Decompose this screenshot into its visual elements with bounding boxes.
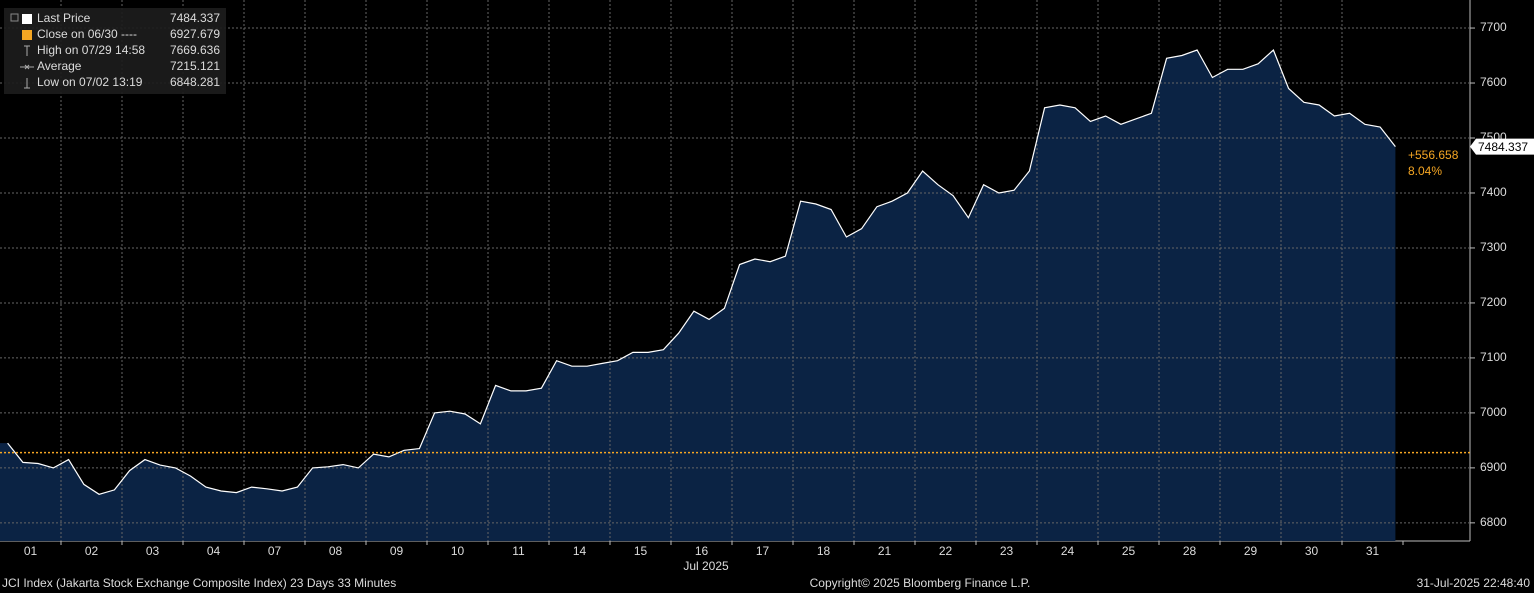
- x-tick-label: 29: [1244, 544, 1258, 558]
- y-tick-label: 7400: [1480, 185, 1507, 199]
- legend-value: 7484.337: [170, 11, 220, 25]
- x-month-label: Jul 2025: [683, 559, 729, 573]
- x-tick-label: 23: [1000, 544, 1014, 558]
- x-tick-label: 22: [939, 544, 953, 558]
- x-tick-label: 10: [451, 544, 465, 558]
- x-tick-label: 07: [268, 544, 282, 558]
- last-price-tag: [1470, 138, 1534, 155]
- y-tick-label: 7300: [1480, 240, 1507, 254]
- legend-label: Last Price: [37, 11, 91, 25]
- legend-value: 6848.281: [170, 75, 220, 89]
- x-tick-label: 21: [878, 544, 892, 558]
- y-tick-label: 7100: [1480, 350, 1507, 364]
- x-tick-label: 14: [573, 544, 587, 558]
- legend-label: Close on 06/30 ----: [37, 27, 137, 41]
- x-tick-label: 16: [695, 544, 709, 558]
- y-tick-label: 6800: [1480, 515, 1507, 529]
- area: [0, 50, 1396, 541]
- x-tick-label: 08: [329, 544, 343, 558]
- y-tick-label: 7200: [1480, 295, 1507, 309]
- legend-label: Average: [37, 59, 82, 73]
- legend-icon: [24, 45, 30, 56]
- legend-label: Low on 07/02 13:19: [37, 75, 143, 89]
- x-tick-label: 09: [390, 544, 404, 558]
- legend-collapse: [10, 13, 19, 22]
- x-tick-label: 02: [85, 544, 99, 558]
- x-tick-label: 04: [207, 544, 221, 558]
- x-tick-label: 03: [146, 544, 160, 558]
- legend-swatch: [22, 30, 32, 40]
- footer-center: Copyright© 2025 Bloomberg Finance L.P.: [810, 576, 1031, 590]
- y-tick-label: 7600: [1480, 75, 1507, 89]
- legend-icon: [24, 78, 30, 89]
- x-tick-label: 30: [1305, 544, 1319, 558]
- x-tick-label: 25: [1122, 544, 1136, 558]
- legend-value: 7215.121: [170, 59, 220, 73]
- price-line: [7, 48, 1396, 495]
- x-tick-label: 18: [817, 544, 831, 558]
- legend-swatch: [22, 14, 32, 24]
- footer-right: 31-Jul-2025 22:48:40: [1417, 576, 1531, 590]
- legend-label: High on 07/29 14:58: [37, 43, 145, 57]
- y-tick-label: 6900: [1480, 460, 1507, 474]
- legend-box: [4, 8, 226, 94]
- x-tick-label: 24: [1061, 544, 1075, 558]
- legend-value: 6927.679: [170, 27, 220, 41]
- y-tick-label: 7700: [1480, 20, 1507, 34]
- footer-left: JCI Index (Jakarta Stock Exchange Compos…: [2, 576, 396, 590]
- x-tick-label: 17: [756, 544, 770, 558]
- change-label: +556.658: [1408, 148, 1459, 162]
- y-tick-label: 7000: [1480, 405, 1507, 419]
- legend-icon: [20, 64, 34, 70]
- change-pct-label: 8.04%: [1408, 164, 1442, 178]
- legend-value: 7669.636: [170, 43, 220, 57]
- x-tick-label: 31: [1366, 544, 1380, 558]
- last-price-label: 7484.337: [1478, 140, 1528, 154]
- x-tick-label: 15: [634, 544, 648, 558]
- x-tick-label: 01: [24, 544, 38, 558]
- x-tick-label: 11: [512, 544, 525, 558]
- x-tick-label: 28: [1183, 544, 1197, 558]
